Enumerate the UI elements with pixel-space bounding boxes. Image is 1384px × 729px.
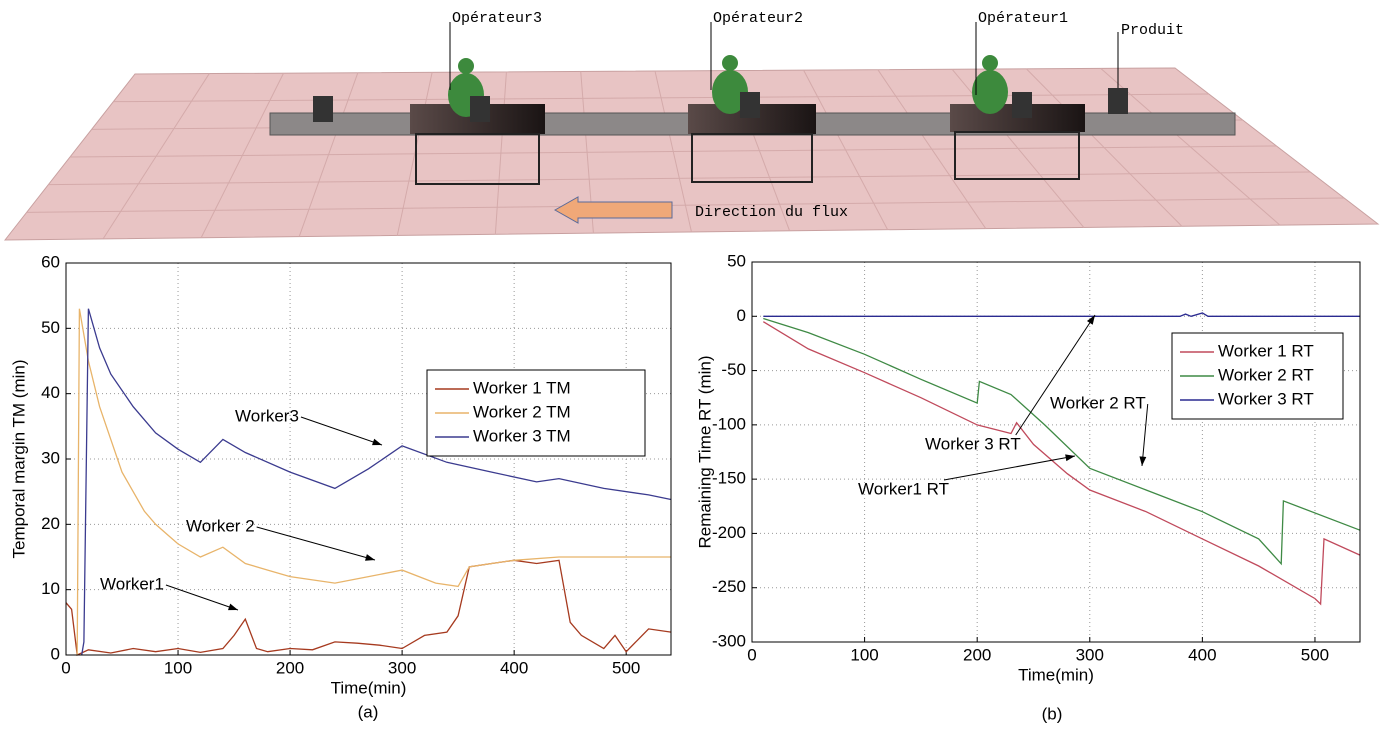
y-axis-label: Remaining Time RT (min) bbox=[695, 355, 714, 548]
y-tick-label: 10 bbox=[41, 579, 60, 598]
flow-arrow bbox=[553, 196, 673, 224]
x-tick-label: 0 bbox=[747, 645, 756, 664]
tile-line bbox=[69, 145, 1277, 158]
y-tick-label: -50 bbox=[721, 360, 746, 379]
arrow-head bbox=[1139, 456, 1147, 466]
plot-area bbox=[752, 262, 1360, 642]
plot-frame bbox=[751, 261, 1361, 643]
legend-label: Worker 2 TM bbox=[473, 402, 571, 421]
y-tick-label: 30 bbox=[41, 448, 60, 467]
x-tick-label: 400 bbox=[1188, 645, 1216, 664]
annotation-arrow bbox=[300, 416, 383, 446]
y-tick-label: 50 bbox=[727, 251, 746, 270]
caption: (b) bbox=[1042, 704, 1063, 723]
x-axis-label: Time(min) bbox=[1018, 665, 1094, 684]
y-tick-label: -150 bbox=[712, 469, 746, 488]
y-tick-label: 40 bbox=[41, 383, 60, 402]
x-tick-label: 100 bbox=[164, 658, 192, 677]
caption: (a) bbox=[358, 702, 379, 721]
scene-label: Opérateur2 bbox=[713, 10, 803, 27]
annotation: Worker1 RT bbox=[858, 479, 949, 498]
y-tick-label: 60 bbox=[41, 252, 60, 271]
series-line bbox=[762, 321, 1361, 606]
legend-label: Worker 2 RT bbox=[1218, 365, 1314, 384]
workstation-frame bbox=[415, 133, 540, 185]
y-tick-label: 0 bbox=[737, 306, 746, 325]
annotation-arrow bbox=[1141, 403, 1149, 467]
scene-label: Produit bbox=[1121, 22, 1184, 39]
products bbox=[313, 88, 1128, 122]
flow-label: Direction du flux bbox=[695, 204, 848, 221]
annotation: Worker 2 RT bbox=[1050, 393, 1146, 412]
x-tick-label: 200 bbox=[276, 658, 304, 677]
arrow-head bbox=[1065, 454, 1075, 462]
y-tick-label: 0 bbox=[51, 644, 60, 663]
y-tick-label: 50 bbox=[41, 318, 60, 337]
x-tick-label: 0 bbox=[61, 658, 70, 677]
series-line bbox=[65, 559, 672, 656]
tile-line bbox=[48, 171, 1311, 186]
x-axis-label: Time(min) bbox=[331, 678, 407, 697]
y-tick-label: 20 bbox=[41, 514, 60, 533]
annotation-arrow bbox=[256, 526, 376, 561]
arrow-head bbox=[1086, 315, 1095, 325]
annotation-arrow bbox=[1015, 314, 1096, 436]
annotation: Worker1 bbox=[100, 574, 164, 593]
series-line bbox=[76, 308, 671, 656]
x-tick-label: 500 bbox=[612, 658, 640, 677]
legend-label: Worker 1 TM bbox=[473, 378, 571, 397]
arrow-head bbox=[365, 554, 375, 561]
scene-label: Opérateur1 bbox=[978, 10, 1068, 27]
legend-label: Worker 3 RT bbox=[1218, 389, 1314, 408]
operators bbox=[448, 55, 1008, 117]
y-axis-label: Temporal margin TM (min) bbox=[9, 359, 28, 558]
scene: Opérateur3 Opérateur2 Opérateur1 Produit… bbox=[3, 10, 1380, 241]
x-tick-label: 200 bbox=[963, 645, 991, 664]
y-tick-label: -200 bbox=[712, 523, 746, 542]
arrow-head bbox=[372, 438, 382, 446]
y-tick-label: -250 bbox=[712, 577, 746, 596]
label-leaders bbox=[449, 22, 1119, 95]
arrow-head bbox=[228, 603, 238, 611]
x-tick-label: 100 bbox=[850, 645, 878, 664]
y-tick-label: -100 bbox=[712, 414, 746, 433]
plot-frame bbox=[65, 262, 672, 656]
legend-label: Worker 3 TM bbox=[473, 426, 571, 445]
annotation: Worker 2 bbox=[186, 516, 255, 535]
series-line bbox=[763, 317, 1361, 566]
y-tick-label: -300 bbox=[712, 631, 746, 650]
annotation-arrow bbox=[943, 455, 1076, 481]
plot-area bbox=[66, 263, 671, 655]
x-tick-label: 300 bbox=[1076, 645, 1104, 664]
annotation: Worker 3 RT bbox=[925, 434, 1021, 453]
series-line bbox=[763, 312, 1360, 317]
x-tick-label: 300 bbox=[388, 658, 416, 677]
tile-line bbox=[26, 197, 1345, 213]
scene-label: Opérateur3 bbox=[452, 10, 542, 27]
x-tick-label: 400 bbox=[500, 658, 528, 677]
workstation-frame bbox=[691, 133, 813, 183]
workstation-frame bbox=[954, 131, 1080, 180]
annotation: Worker3 bbox=[235, 406, 299, 425]
x-tick-label: 500 bbox=[1301, 645, 1329, 664]
annotation-arrow bbox=[165, 584, 239, 611]
legend-label: Worker 1 RT bbox=[1218, 341, 1314, 360]
series-line bbox=[81, 308, 672, 656]
